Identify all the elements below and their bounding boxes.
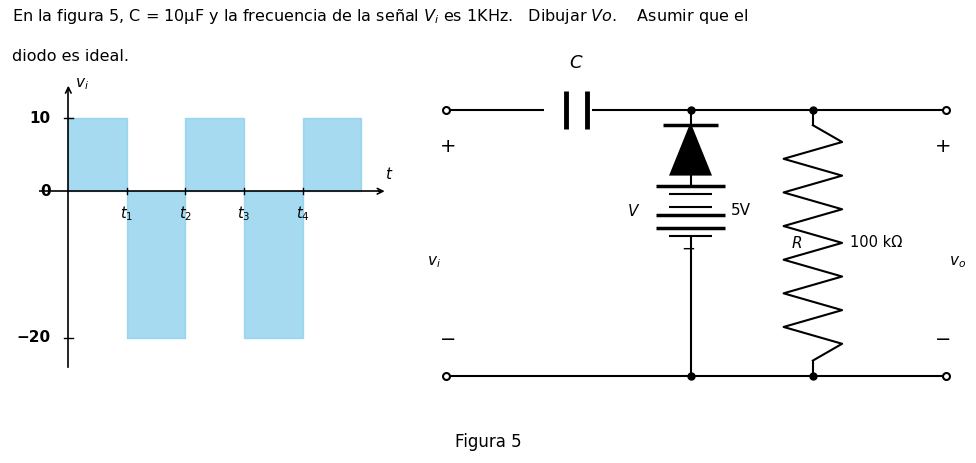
Text: −: − bbox=[440, 330, 457, 349]
Text: En la figura 5, C = 10μF y la frecuencia de la señal $V_i$ es 1KHz.   Dibujar $V: En la figura 5, C = 10μF y la frecuencia… bbox=[12, 7, 748, 26]
Text: diodo es ideal.: diodo es ideal. bbox=[12, 49, 129, 63]
Text: $v_o$: $v_o$ bbox=[949, 254, 965, 270]
Text: $v_i$: $v_i$ bbox=[427, 254, 440, 270]
Text: −20: −20 bbox=[17, 330, 51, 345]
Text: $t_1$: $t_1$ bbox=[120, 204, 134, 223]
Text: 100 kΩ: 100 kΩ bbox=[850, 235, 903, 250]
Text: 10: 10 bbox=[29, 111, 51, 125]
Text: $R$: $R$ bbox=[792, 235, 802, 251]
Text: $t_2$: $t_2$ bbox=[179, 204, 192, 223]
Text: +: + bbox=[935, 137, 952, 156]
Text: +: + bbox=[440, 137, 457, 156]
Text: $t_3$: $t_3$ bbox=[237, 204, 251, 223]
Text: $t$: $t$ bbox=[385, 166, 393, 182]
Text: −: − bbox=[681, 240, 695, 258]
Polygon shape bbox=[671, 125, 711, 175]
Text: $v_i$: $v_i$ bbox=[75, 77, 89, 93]
Text: −: − bbox=[935, 330, 952, 349]
Text: $V$: $V$ bbox=[627, 203, 640, 219]
Text: Figura 5: Figura 5 bbox=[455, 433, 521, 451]
Text: +: + bbox=[681, 158, 695, 176]
Text: 0: 0 bbox=[40, 184, 51, 199]
Text: 5V: 5V bbox=[730, 204, 751, 219]
Text: $C$: $C$ bbox=[569, 54, 584, 72]
Text: $t_4$: $t_4$ bbox=[296, 204, 309, 223]
